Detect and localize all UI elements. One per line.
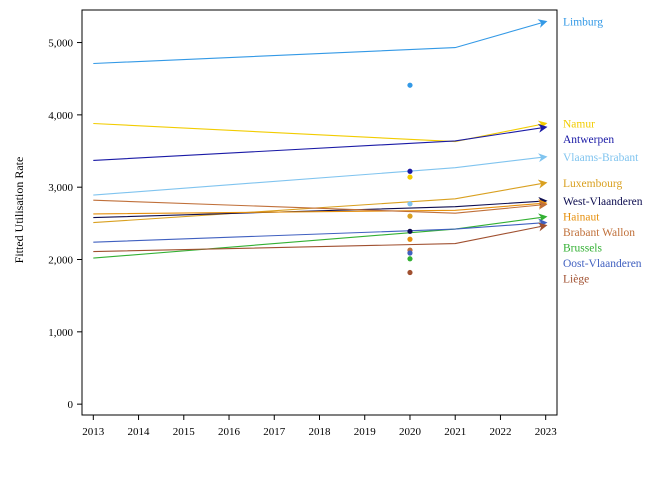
series-line-li-ge [93,222,548,253]
series-label-antwerpen: Antwerpen [563,134,614,146]
axes: 2013 2014 2015 2016 2017 2018 2019 2020 2021 2022… [48,38,557,438]
series-points [407,82,413,276]
series-line-namur [93,120,548,143]
series-line-brussels [93,213,548,259]
series-line-oost-vlaanderen [93,218,548,243]
point-antwerpen [407,168,413,174]
series-lines [93,19,548,259]
series-line-antwerpen [93,123,548,161]
y-tick-label: 2,000 [48,255,73,267]
point-brussels [407,256,413,262]
series-label-li-ge: Liège [563,273,589,285]
point-hainaut [407,236,413,242]
y-tick-label: 3,000 [48,182,73,194]
y-tick-label: 4,000 [48,110,73,122]
x-tick-label: 2016 [218,426,241,438]
series-label-oost-vlaanderen: Oost-Vlaanderen [563,258,642,270]
point-limburg [407,82,413,88]
point-namur [407,174,413,180]
series-label-brussels: Brussels [563,242,603,254]
series-line-west-vlaanderen [93,196,548,219]
x-tick-label: 2019 [354,426,377,438]
plot-area [81,9,558,416]
point-li-ge [407,269,413,276]
x-tick-label: 2015 [173,426,196,438]
series-label-namur: Namur [563,119,595,131]
y-tick-label: 5,000 [48,38,73,50]
series-line-vlaams-brabant [93,153,548,196]
series-line-limburg [93,19,548,65]
series-line-hainaut [93,199,548,215]
series-label-hainaut: Hainaut [563,211,600,223]
x-tick-label: 2022 [489,426,511,438]
x-tick-label: 2013 [82,426,105,438]
series-line-brabant-wallon [93,199,548,214]
x-tick-label: 2021 [444,426,466,438]
x-tick-label: 2020 [399,426,422,438]
x-tick-label: 2017 [263,426,286,438]
point-vlaams-brabant [407,201,413,207]
series-label-limburg: Limburg [563,17,603,29]
y-axis-title: Fitted Utilisation Rate [12,157,26,264]
point-west-vlaanderen [407,228,413,234]
x-tick-label: 2014 [128,426,151,438]
plot-frame [81,9,558,416]
y-tick-label: 0 [68,399,74,411]
series-label-brabant-wallon: Brabant Wallon [563,227,635,239]
x-tick-label: 2023 [535,426,558,438]
x-tick-label: 2018 [309,426,332,438]
y-tick-label: 1,000 [48,327,73,339]
series-label-west-vlaanderen: West-Vlaanderen [563,196,643,208]
series-label-vlaams-brabant: Vlaams-Brabant [563,152,639,164]
point-oost-vlaanderen [407,250,413,256]
series-labels: Limburg Namur Antwerpen Vlaams-Brabant Luxem… [563,17,643,286]
series-label-luxembourg: Luxembourg [563,178,622,190]
point-luxembourg [407,213,413,219]
series-line-luxembourg [93,179,548,224]
